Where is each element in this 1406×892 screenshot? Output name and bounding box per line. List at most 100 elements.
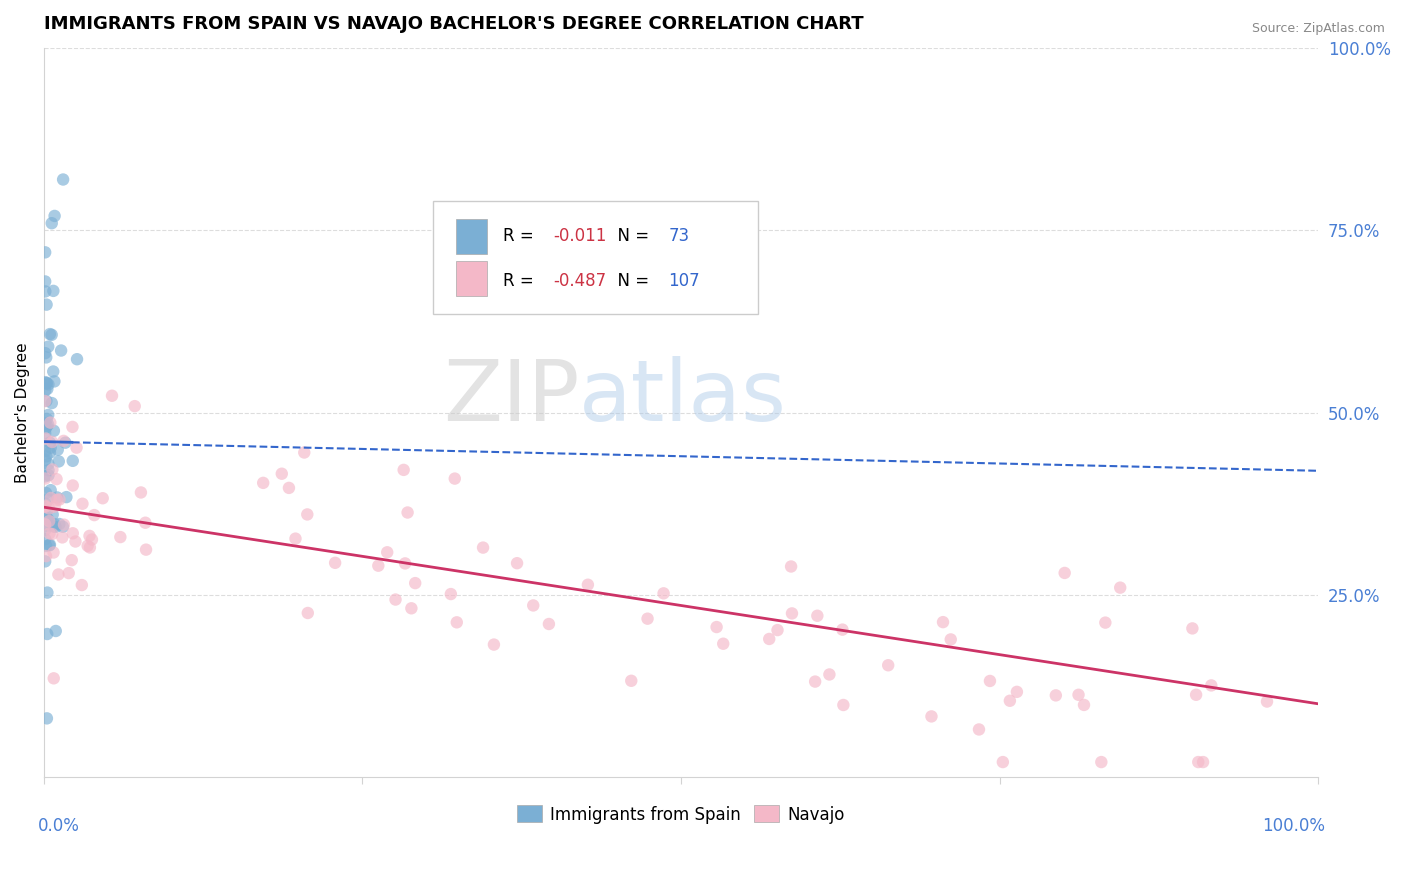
Point	[920, 709, 942, 723]
Point	[396, 506, 419, 520]
Point	[780, 559, 803, 574]
Point	[37, 627, 59, 641]
Point	[472, 541, 495, 555]
Point	[35, 351, 58, 365]
Point	[35, 376, 58, 391]
Point	[45, 520, 67, 534]
Point	[41, 434, 63, 449]
Point	[34, 499, 56, 513]
Point	[42, 364, 65, 378]
Point	[39, 538, 62, 552]
FancyBboxPatch shape	[433, 202, 758, 314]
Point	[401, 601, 423, 615]
Point	[35, 450, 58, 464]
Point	[37, 382, 59, 396]
Point	[35, 549, 58, 563]
Point	[60, 553, 83, 567]
Point	[297, 508, 319, 522]
Point	[34, 245, 56, 260]
Point	[34, 500, 56, 514]
Point	[37, 417, 59, 432]
Point	[46, 491, 69, 505]
Point	[1256, 694, 1278, 708]
Point	[39, 441, 62, 455]
Point	[35, 539, 58, 553]
Point	[58, 566, 80, 580]
Point	[38, 435, 60, 450]
Point	[38, 468, 60, 483]
Point	[48, 492, 70, 507]
Point	[831, 623, 853, 637]
Point	[384, 592, 406, 607]
Point	[76, 539, 98, 553]
Point	[1109, 581, 1132, 595]
Point	[80, 533, 103, 547]
Point	[1185, 688, 1208, 702]
Point	[46, 442, 69, 457]
Point	[42, 545, 65, 559]
Point	[34, 444, 56, 458]
Point	[134, 516, 156, 530]
Point	[65, 441, 87, 455]
Point	[34, 517, 56, 532]
Point	[394, 557, 416, 571]
Point	[110, 530, 132, 544]
Text: ZIP: ZIP	[443, 357, 579, 440]
Y-axis label: Bachelor's Degree: Bachelor's Degree	[15, 343, 30, 483]
Point	[1005, 685, 1028, 699]
Point	[37, 457, 59, 471]
Point	[91, 491, 114, 506]
Point	[41, 327, 63, 342]
Point	[446, 615, 468, 630]
Point	[1192, 755, 1215, 769]
Point	[37, 512, 59, 526]
Point	[297, 606, 319, 620]
Point	[818, 667, 841, 681]
Point	[576, 578, 599, 592]
Legend: Immigrants from Spain, Navajo: Immigrants from Spain, Navajo	[510, 798, 852, 830]
Text: R =: R =	[503, 272, 538, 291]
Point	[375, 545, 398, 559]
Point	[1187, 755, 1209, 769]
Point	[37, 377, 59, 392]
Point	[652, 586, 675, 600]
Point	[34, 417, 56, 431]
Point	[323, 556, 346, 570]
Point	[766, 623, 789, 637]
Point	[62, 478, 84, 492]
Point	[34, 384, 56, 398]
Point	[49, 343, 72, 358]
Point	[1094, 615, 1116, 630]
Text: 107: 107	[668, 272, 700, 291]
Point	[45, 472, 67, 486]
Point	[66, 352, 89, 367]
Point	[404, 576, 426, 591]
Text: 0.0%: 0.0%	[38, 817, 79, 835]
Point	[34, 496, 56, 510]
Point	[637, 612, 659, 626]
Point	[252, 475, 274, 490]
Point	[1201, 678, 1223, 692]
Point	[34, 532, 56, 546]
Point	[392, 463, 415, 477]
Point	[482, 638, 505, 652]
Point	[42, 519, 65, 533]
Point	[620, 673, 643, 688]
Text: -0.487: -0.487	[554, 272, 607, 291]
Text: N =: N =	[607, 227, 655, 245]
Point	[270, 467, 292, 481]
Point	[39, 416, 62, 430]
Point	[62, 420, 84, 434]
Text: R =: R =	[503, 227, 538, 245]
Point	[35, 418, 58, 433]
Point	[34, 471, 56, 485]
Point	[34, 426, 56, 441]
Point	[979, 673, 1001, 688]
Point	[41, 396, 63, 410]
Point	[1053, 566, 1076, 580]
Point	[52, 434, 75, 448]
Point	[34, 554, 56, 568]
Point	[72, 497, 94, 511]
Point	[79, 529, 101, 543]
Point	[991, 755, 1014, 769]
